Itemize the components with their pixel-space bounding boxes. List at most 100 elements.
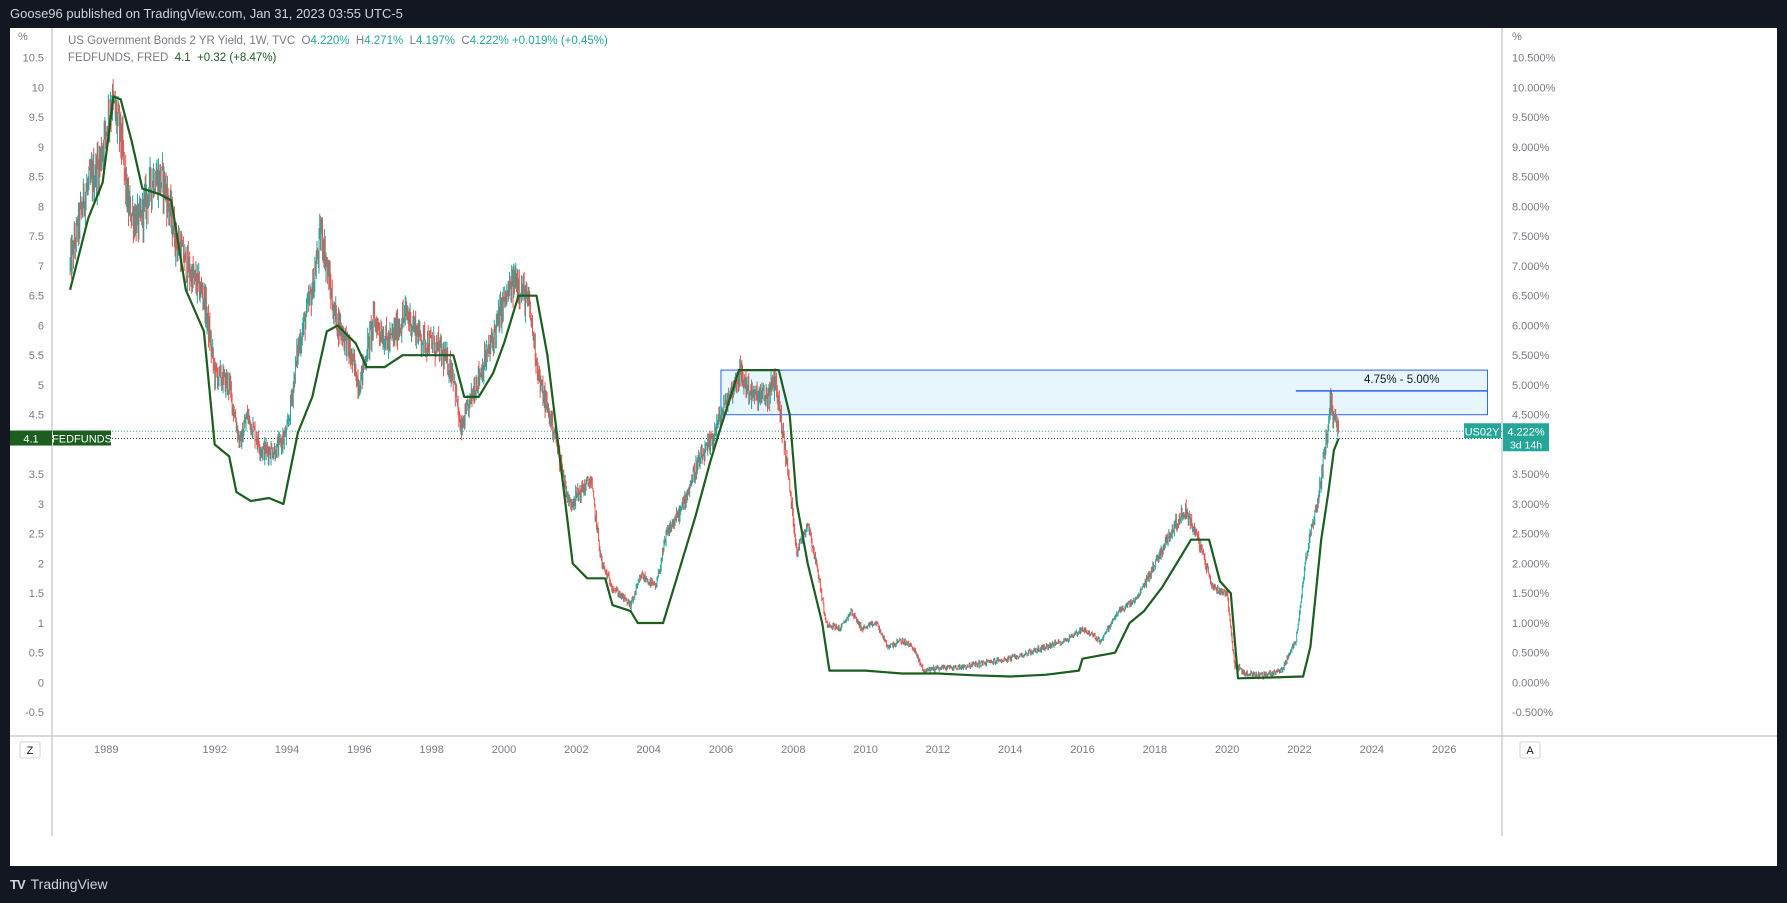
left-tick-label: 1.5: [29, 588, 44, 600]
footer: TV TradingView: [0, 866, 1787, 903]
left-tick-label: 0: [38, 677, 44, 689]
legend-h-value: 4.271%: [364, 35, 404, 47]
auto-scale-a-button[interactable]: A: [1519, 741, 1541, 759]
x-tick-label: 2020: [1215, 744, 1239, 756]
fedfunds-name-badge: [53, 430, 111, 446]
right-tick-label: 8.500%: [1512, 172, 1550, 184]
legend-row-us02y[interactable]: US Government Bonds 2 YR Yield, 1W, TVC …: [68, 33, 608, 50]
left-tick-label: -0.5: [25, 707, 44, 719]
x-tick-label: 2004: [636, 744, 660, 756]
auto-scale-z-button[interactable]: Z: [19, 741, 41, 759]
right-tick-label: -0.500%: [1512, 707, 1553, 719]
auto-scale-a-label: A: [1526, 745, 1534, 757]
right-tick-label: 8.000%: [1512, 201, 1550, 213]
legend-main-title: US Government Bonds 2 YR Yield, 1W, TVC: [68, 35, 296, 47]
left-tick-label: 2: [38, 558, 44, 570]
x-tick-label: 2018: [1143, 744, 1167, 756]
left-tick-label: 1: [38, 618, 44, 630]
target-zone-rect: [720, 369, 1489, 416]
fedfunds-value-badge: [10, 430, 52, 446]
x-tick-label: 1994: [275, 744, 299, 756]
x-tick-label: 2012: [926, 744, 950, 756]
right-tick-label: 7.000%: [1512, 261, 1550, 273]
chart-panel[interactable]: % % 10.5 10 9.5 9 8.5 8 7.5 7 6.5 6 5.5 5 4.5 3.5 3 2.5…: [10, 28, 1777, 866]
left-tick-label: 5.5: [29, 350, 44, 362]
legend-o-label: O: [301, 35, 311, 47]
legend-h-label: H: [355, 35, 365, 47]
legend-l-value: 4.197%: [416, 35, 456, 47]
us02y-badge-countdown: 3d 14h: [1510, 439, 1542, 451]
left-unit-label: %: [18, 31, 28, 43]
x-tick-label: 2008: [781, 744, 805, 756]
right-tick-label: 2.000%: [1512, 558, 1550, 570]
legend-o-value: 4.220%: [310, 35, 350, 47]
right-tick-label: 0.000%: [1512, 677, 1550, 689]
legend-row-fedfunds[interactable]: FEDFUNDS, FRED 4.1 +0.32 (+8.47%): [68, 50, 608, 67]
x-tick-label: 2002: [564, 744, 588, 756]
x-tick-label: 2014: [998, 744, 1022, 756]
legend-l-label: L: [409, 35, 416, 47]
right-unit-label: %: [1512, 31, 1522, 43]
fedfunds-series-line: [69, 95, 1340, 680]
right-tick-label: 6.500%: [1512, 291, 1550, 303]
left-tick-label: 6.5: [29, 291, 44, 303]
right-tick-label: 1.500%: [1512, 588, 1550, 600]
legend-change: +0.019% (+0.45%): [511, 35, 608, 47]
us02y-badge-value: 4.222%: [1507, 426, 1545, 438]
x-tick-label: 2006: [709, 744, 733, 756]
footer-brand: TradingView: [30, 876, 108, 892]
x-tick-label: 2016: [1070, 744, 1094, 756]
us02y-value-badge: [1503, 423, 1549, 452]
x-tick-label: 1998: [419, 744, 443, 756]
auto-scale-z-label: Z: [27, 745, 34, 757]
right-tick-label: 9.500%: [1512, 112, 1550, 124]
left-tick-label: 6: [38, 320, 44, 332]
x-tick-label: 2010: [853, 744, 877, 756]
left-tick-label: 9: [38, 142, 44, 154]
left-tick-label: 10.5: [23, 53, 44, 65]
right-tick-label: 6.000%: [1512, 320, 1550, 332]
left-tick-label: 8: [38, 201, 44, 213]
us02y-badge-name: US02Y: [1465, 426, 1501, 438]
right-tick-label: 0.500%: [1512, 648, 1550, 660]
right-tick-label: 3.000%: [1512, 499, 1550, 511]
left-tick-label: 5: [38, 380, 44, 392]
target-rate-label: 4.75% - 5.00%: [1364, 374, 1439, 386]
legend-second-title: FEDFUNDS, FRED: [68, 52, 169, 64]
fedfunds-badge-name: FEDFUNDS: [52, 434, 112, 446]
right-tick-label: 9.000%: [1512, 142, 1550, 154]
x-tick-label: 1996: [347, 744, 371, 756]
left-tick-label: 3.5: [29, 469, 44, 481]
legend-c-value: 4.222%: [469, 35, 509, 47]
right-tick-label: 10.500%: [1512, 53, 1556, 65]
x-tick-label: 1992: [202, 744, 226, 756]
left-tick-label: 8.5: [29, 172, 44, 184]
tradingview-logo-icon: TV: [10, 877, 26, 892]
x-tick-label: 2024: [1360, 744, 1384, 756]
x-tick-label: 2000: [492, 744, 516, 756]
left-tick-label: 3: [38, 499, 44, 511]
right-tick-label: 2.500%: [1512, 529, 1550, 541]
right-tick-label: 4.500%: [1512, 410, 1550, 422]
left-tick-label: 7.5: [29, 231, 44, 243]
x-tick-label: 2022: [1287, 744, 1311, 756]
x-tick-label: 2026: [1432, 744, 1456, 756]
x-tick-label: 1989: [94, 744, 118, 756]
right-tick-label: 7.500%: [1512, 231, 1550, 243]
legend-c-label: C: [461, 35, 470, 47]
price-chart[interactable]: % % 10.5109.598.587.576.565.554.53.532.5…: [10, 28, 1777, 866]
publish-info: Goose96 published on TradingView.com, Ja…: [10, 6, 403, 21]
chart-legend: US Government Bonds 2 YR Yield, 1W, TVC …: [68, 33, 608, 67]
right-tick-label: 10.000%: [1512, 82, 1556, 94]
us02y-name-badge: [1464, 423, 1501, 439]
fedfunds-badge-value: 4.1: [23, 434, 38, 446]
right-tick-label: 5.500%: [1512, 350, 1550, 362]
legend-second-value: 4.1: [174, 52, 191, 64]
legend-second-change: +0.32 (+8.47%): [197, 52, 277, 64]
right-tick-label: 3.500%: [1512, 469, 1550, 481]
left-tick-label: 0.5: [29, 648, 44, 660]
left-tick-label: 4.5: [29, 410, 44, 422]
right-tick-label: 1.000%: [1512, 618, 1550, 630]
right-tick-label: 5.000%: [1512, 380, 1550, 392]
